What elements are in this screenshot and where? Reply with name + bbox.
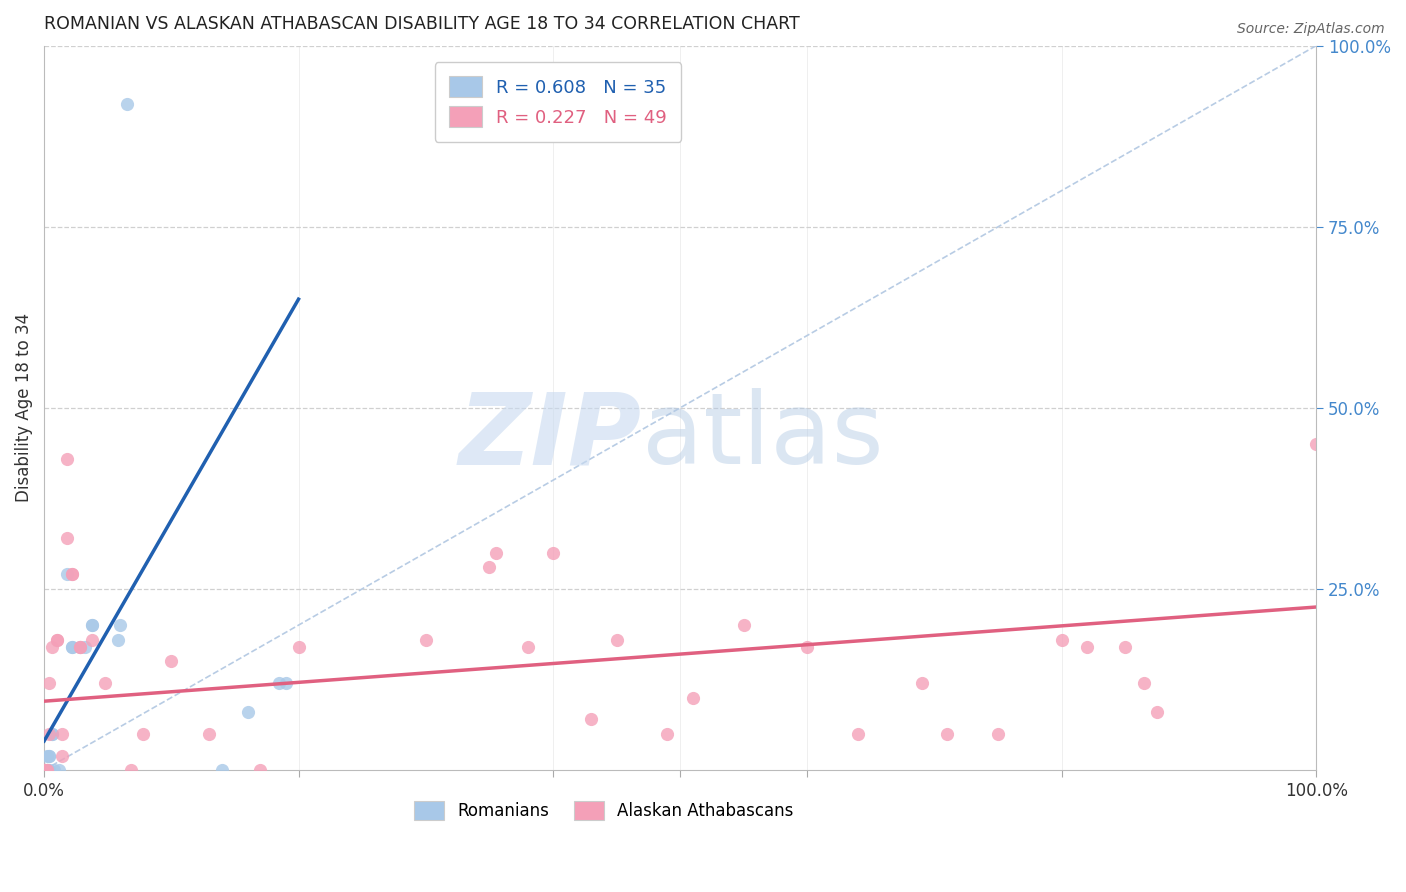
Point xyxy=(41,727,63,741)
Point xyxy=(1305,437,1327,451)
Point xyxy=(41,640,63,654)
Point xyxy=(657,727,679,741)
Point xyxy=(38,748,60,763)
Point xyxy=(32,763,55,777)
Point xyxy=(211,763,233,777)
Point xyxy=(120,763,142,777)
Point xyxy=(32,763,55,777)
Point xyxy=(1146,705,1168,719)
Point xyxy=(32,763,55,777)
Text: ROMANIAN VS ALASKAN ATHABASCAN DISABILITY AGE 18 TO 34 CORRELATION CHART: ROMANIAN VS ALASKAN ATHABASCAN DISABILIT… xyxy=(44,15,800,33)
Point xyxy=(82,618,104,632)
Point xyxy=(32,763,55,777)
Point xyxy=(38,748,60,763)
Point xyxy=(236,705,259,719)
Text: Source: ZipAtlas.com: Source: ZipAtlas.com xyxy=(1237,22,1385,37)
Point xyxy=(485,546,508,560)
Point xyxy=(69,640,91,654)
Point xyxy=(541,546,564,560)
Point xyxy=(110,618,132,632)
Point xyxy=(733,618,755,632)
Point xyxy=(35,763,58,777)
Point xyxy=(115,96,138,111)
Y-axis label: Disability Age 18 to 34: Disability Age 18 to 34 xyxy=(15,313,32,502)
Point xyxy=(35,748,58,763)
Point xyxy=(287,640,309,654)
Point xyxy=(32,763,55,777)
Point xyxy=(1114,640,1136,654)
Point xyxy=(69,640,91,654)
Point xyxy=(274,676,297,690)
Point xyxy=(56,451,79,466)
Point xyxy=(1076,640,1098,654)
Point xyxy=(198,727,221,741)
Point xyxy=(44,763,66,777)
Point xyxy=(249,763,271,777)
Point xyxy=(160,654,183,668)
Point xyxy=(94,676,117,690)
Point xyxy=(69,640,91,654)
Point xyxy=(1133,676,1156,690)
Point xyxy=(516,640,538,654)
Point xyxy=(911,676,934,690)
Point xyxy=(415,632,437,647)
Point xyxy=(32,763,55,777)
Point xyxy=(132,727,155,741)
Text: ZIP: ZIP xyxy=(458,388,643,485)
Point xyxy=(32,763,55,777)
Point xyxy=(1050,632,1073,647)
Point xyxy=(32,763,55,777)
Point xyxy=(579,712,602,726)
Point xyxy=(107,632,129,647)
Point xyxy=(38,763,60,777)
Point xyxy=(35,763,58,777)
Point xyxy=(32,763,55,777)
Point xyxy=(32,763,55,777)
Point xyxy=(38,727,60,741)
Point xyxy=(51,748,73,763)
Point xyxy=(35,763,58,777)
Legend: Romanians, Alaskan Athabascans: Romanians, Alaskan Athabascans xyxy=(408,794,800,827)
Text: atlas: atlas xyxy=(643,388,883,485)
Point xyxy=(82,618,104,632)
Point xyxy=(32,763,55,777)
Point xyxy=(60,640,83,654)
Point xyxy=(796,640,818,654)
Point xyxy=(32,763,55,777)
Point xyxy=(606,632,628,647)
Point xyxy=(45,632,67,647)
Point xyxy=(60,640,83,654)
Point xyxy=(45,632,67,647)
Point xyxy=(37,763,59,777)
Point xyxy=(846,727,869,741)
Point xyxy=(60,567,83,582)
Point xyxy=(60,567,83,582)
Point xyxy=(82,632,104,647)
Point xyxy=(56,567,79,582)
Point xyxy=(269,676,291,690)
Point xyxy=(32,763,55,777)
Point xyxy=(32,763,55,777)
Point xyxy=(35,763,58,777)
Point xyxy=(682,690,704,705)
Point xyxy=(38,676,60,690)
Point xyxy=(48,763,70,777)
Point xyxy=(936,727,959,741)
Point xyxy=(32,763,55,777)
Point xyxy=(41,727,63,741)
Point xyxy=(987,727,1010,741)
Point xyxy=(73,640,96,654)
Point xyxy=(51,727,73,741)
Point xyxy=(478,560,501,574)
Point xyxy=(56,531,79,545)
